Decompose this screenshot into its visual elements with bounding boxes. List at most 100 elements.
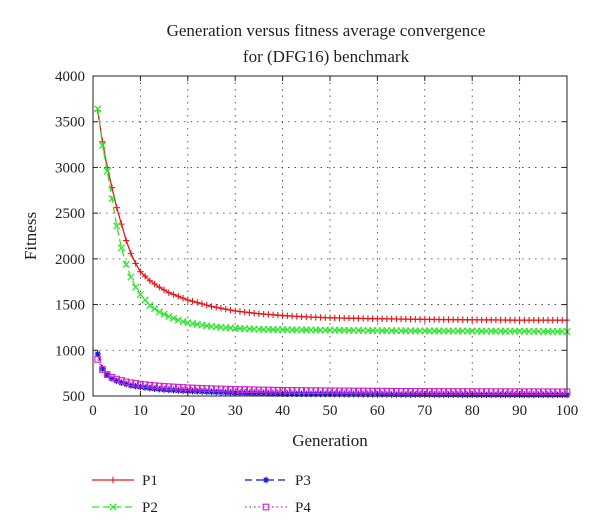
- data-point: [160, 310, 168, 318]
- data-point: [530, 388, 538, 396]
- data-point: [151, 382, 158, 389]
- x-tick-label: 80: [465, 403, 480, 419]
- legend-label: P4: [295, 500, 311, 516]
- series-p1: [94, 107, 571, 324]
- chart-title-line-1: Generation versus fitness average conver…: [167, 21, 486, 40]
- data-point: [260, 390, 267, 397]
- x-tick-label: 60: [370, 403, 385, 419]
- data-point: [283, 387, 291, 394]
- data-point: [393, 387, 400, 395]
- data-point: [383, 387, 391, 395]
- data-point: [302, 387, 310, 394]
- legend-marker: [262, 503, 270, 511]
- x-tick-label: 90: [512, 403, 527, 419]
- data-point: [411, 388, 419, 395]
- data-point: [122, 260, 130, 269]
- y-tick-label: 2000: [55, 252, 85, 268]
- data-point: [454, 388, 462, 395]
- data-point: [336, 387, 343, 395]
- x-tick-label: 50: [323, 403, 338, 419]
- data-point: [108, 373, 116, 381]
- legend-item-p2: P2: [92, 500, 158, 516]
- data-point: [141, 381, 149, 389]
- data-point: [241, 386, 249, 393]
- data-point: [165, 289, 173, 296]
- data-point: [217, 385, 225, 393]
- data-point: [160, 383, 168, 390]
- data-point: [459, 388, 467, 395]
- x-tick-label: 10: [133, 403, 148, 419]
- data-point: [146, 381, 154, 389]
- legend-item-p4: P4: [245, 500, 311, 516]
- data-point: [298, 387, 305, 394]
- data-point: [535, 388, 542, 396]
- data-point: [435, 388, 443, 395]
- series-p2: [94, 105, 571, 336]
- legend-item-p1: P1: [92, 473, 158, 489]
- data-point: [388, 387, 395, 395]
- legend-label: P2: [142, 500, 158, 516]
- data-point: [502, 388, 509, 396]
- data-point: [478, 388, 486, 395]
- data-point: [397, 387, 405, 395]
- y-tick-label: 500: [63, 389, 86, 405]
- data-point: [113, 377, 120, 385]
- data-point: [449, 388, 457, 395]
- data-point: [369, 387, 377, 395]
- data-point: [298, 390, 305, 398]
- data-point: [217, 305, 225, 312]
- data-point: [402, 387, 410, 395]
- data-point: [549, 388, 557, 396]
- data-point: [293, 390, 301, 398]
- y-tick-label: 1000: [55, 343, 85, 359]
- data-point: [321, 387, 329, 395]
- data-point: [208, 303, 215, 310]
- data-point: [487, 388, 495, 395]
- data-point: [473, 388, 481, 395]
- data-point: [255, 386, 263, 394]
- data-point: [132, 380, 140, 387]
- data-point: [236, 386, 244, 393]
- data-point: [212, 385, 220, 393]
- series-line-p4: [97, 359, 567, 393]
- data-point: [312, 387, 320, 395]
- chart-title-line-2: for (DFG16) benchmark: [243, 47, 410, 66]
- data-point: [246, 386, 253, 394]
- legend-item-p3: P3: [245, 473, 311, 489]
- data-point: [288, 390, 296, 398]
- data-point: [331, 390, 338, 398]
- data-point: [184, 384, 192, 392]
- data-point: [151, 280, 158, 288]
- data-point: [340, 387, 348, 395]
- data-point: [137, 380, 144, 388]
- data-point: [250, 389, 258, 397]
- data-point: [98, 141, 107, 150]
- data-point: [175, 293, 182, 300]
- y-tick-label: 3000: [55, 160, 85, 176]
- x-tick-label: 70: [417, 403, 432, 419]
- legend-label: P1: [142, 473, 158, 489]
- data-point: [440, 388, 448, 395]
- data-point: [122, 378, 130, 386]
- data-point: [198, 384, 206, 392]
- data-point: [169, 314, 178, 322]
- data-point: [156, 382, 163, 390]
- data-point: [307, 390, 315, 398]
- x-axis-label: Generation: [292, 431, 368, 450]
- data-point: [554, 388, 561, 396]
- data-point: [132, 283, 140, 291]
- plot-frame: [92, 75, 568, 397]
- data-point: [179, 384, 187, 391]
- data-point: [492, 388, 500, 396]
- y-axis-label: Fitness: [21, 212, 40, 260]
- legend-marker: [109, 476, 117, 484]
- data-point: [497, 388, 504, 396]
- data-point: [265, 386, 272, 394]
- data-point: [113, 204, 120, 211]
- legend-marker: [109, 503, 117, 511]
- data-point: [274, 386, 282, 394]
- data-point: [94, 105, 102, 113]
- data-point: [544, 388, 552, 396]
- data-point: [127, 250, 135, 257]
